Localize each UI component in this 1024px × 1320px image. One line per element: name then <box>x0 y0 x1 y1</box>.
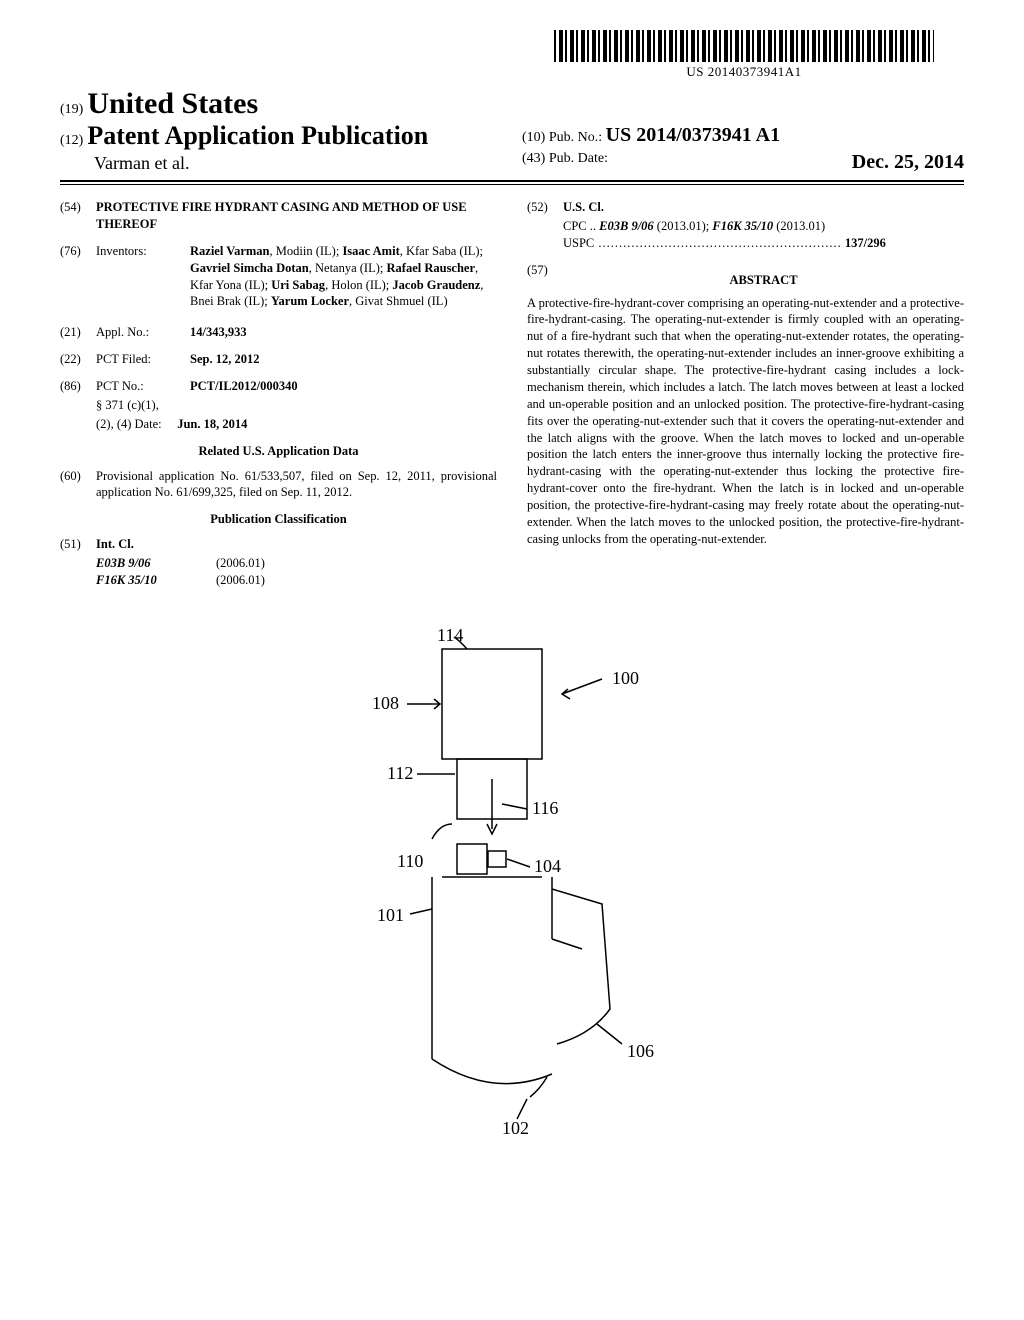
code-43: (43) <box>522 151 545 166</box>
pub-date-label: Pub. Date: <box>549 151 608 166</box>
abstract-text: A protective-fire-hydrant-cover comprisi… <box>527 295 964 548</box>
field-86-sub2-value: Jun. 18, 2014 <box>177 417 247 431</box>
field-21-label: Appl. No.: <box>96 324 190 341</box>
code-12: (12) <box>60 133 83 148</box>
pct-filed: Sep. 12, 2012 <box>190 351 497 368</box>
field-52: (52) U.S. Cl. <box>527 199 964 216</box>
header-row: (19) United States (12) Patent Applicati… <box>60 87 964 174</box>
patent-figure: 114 100 108 112 116 110 104 101 106 102 <box>60 629 964 1144</box>
authors-line: Varman et al. <box>94 153 502 174</box>
two-column-body: (54) PROTECTIVE FIRE HYDRANT CASING AND … <box>60 199 964 589</box>
fig-label-108: 108 <box>372 693 399 713</box>
field-51: (51) Int. Cl. <box>60 536 497 553</box>
intcl-rows: E03B 9/06(2006.01)F16K 35/10(2006.01) <box>60 555 497 589</box>
abstract-num: (57) <box>527 262 563 295</box>
pub-no-label: Pub. No.: <box>549 130 602 145</box>
uspc-line: USPC ...................................… <box>563 235 964 252</box>
field-76-num: (76) <box>60 243 96 311</box>
fig-label-106: 106 <box>627 1041 654 1061</box>
cpc-line: CPC .. E03B 9/06 (2013.01); F16K 35/10 (… <box>563 218 964 235</box>
provisional-text: Provisional application No. 61/533,507, … <box>96 468 497 502</box>
field-86-sub2-label: (2), (4) Date: <box>96 417 162 431</box>
cpc-codes: E03B 9/06 (2013.01); F16K 35/10 (2013.01… <box>599 219 825 233</box>
fig-label-112: 112 <box>387 763 413 783</box>
cpc-prefix: CPC .. <box>563 219 596 233</box>
barcode-text: US 20140373941A1 <box>554 64 934 80</box>
code-10: (10) <box>522 130 545 145</box>
pub-date-value: Dec. 25, 2014 <box>852 151 964 174</box>
field-86-label: PCT No.: <box>96 378 190 395</box>
field-22: (22) PCT Filed: Sep. 12, 2012 <box>60 351 497 368</box>
field-60: (60) Provisional application No. 61/533,… <box>60 468 497 502</box>
barcode: US 20140373941A1 <box>554 30 934 80</box>
figure-svg: 114 100 108 112 116 110 104 101 106 102 <box>292 629 732 1139</box>
field-86-sub1: § 371 (c)(1), <box>96 397 497 414</box>
fig-label-101: 101 <box>377 905 404 925</box>
field-21-num: (21) <box>60 324 96 341</box>
field-51-label: Int. Cl. <box>96 536 497 553</box>
divider-thick <box>60 180 964 182</box>
uspc-value: 137/296 <box>842 236 886 250</box>
fig-label-116: 116 <box>532 798 558 818</box>
country-title: United States <box>87 87 258 120</box>
barcode-lines <box>554 30 934 62</box>
field-51-num: (51) <box>60 536 96 553</box>
publication-type: Patent Application Publication <box>87 121 428 150</box>
fig-label-100: 100 <box>612 668 639 688</box>
fig-label-102: 102 <box>502 1118 529 1138</box>
field-54: (54) PROTECTIVE FIRE HYDRANT CASING AND … <box>60 199 497 233</box>
abstract-heading: ABSTRACT <box>563 272 964 289</box>
fig-label-114: 114 <box>437 629 463 645</box>
uspc-label: USPC <box>563 236 594 250</box>
field-52-label: U.S. Cl. <box>563 199 964 216</box>
field-76-label: Inventors: <box>96 243 190 311</box>
uspc-dots: ........................................… <box>594 236 842 250</box>
field-54-num: (54) <box>60 199 96 233</box>
divider-thin <box>60 184 964 185</box>
field-86: (86) PCT No.: PCT/IL2012/000340 <box>60 378 497 395</box>
related-heading: Related U.S. Application Data <box>60 443 497 460</box>
inventors-list: Raziel Varman, Modiin (IL); Isaac Amit, … <box>190 243 497 311</box>
fig-label-110: 110 <box>397 851 423 871</box>
abstract-header: (57) ABSTRACT <box>527 262 964 295</box>
appl-no: 14/343,933 <box>190 324 497 341</box>
pct-no: PCT/IL2012/000340 <box>190 378 497 395</box>
pub-no-value: US 2014/0373941 A1 <box>606 124 780 146</box>
field-76: (76) Inventors: Raziel Varman, Modiin (I… <box>60 243 497 311</box>
field-52-num: (52) <box>527 199 563 216</box>
field-22-label: PCT Filed: <box>96 351 190 368</box>
field-86-sub2: (2), (4) Date: Jun. 18, 2014 <box>96 416 497 433</box>
barcode-block: US 20140373941A1 <box>60 30 964 81</box>
field-86-num: (86) <box>60 378 96 395</box>
fig-label-104: 104 <box>534 856 561 876</box>
left-column: (54) PROTECTIVE FIRE HYDRANT CASING AND … <box>60 199 497 589</box>
field-21: (21) Appl. No.: 14/343,933 <box>60 324 497 341</box>
code-19: (19) <box>60 102 83 117</box>
right-column: (52) U.S. Cl. CPC .. E03B 9/06 (2013.01)… <box>527 199 964 589</box>
invention-title: PROTECTIVE FIRE HYDRANT CASING AND METHO… <box>96 199 497 233</box>
field-22-num: (22) <box>60 351 96 368</box>
pubclass-heading: Publication Classification <box>60 511 497 528</box>
field-60-num: (60) <box>60 468 96 502</box>
